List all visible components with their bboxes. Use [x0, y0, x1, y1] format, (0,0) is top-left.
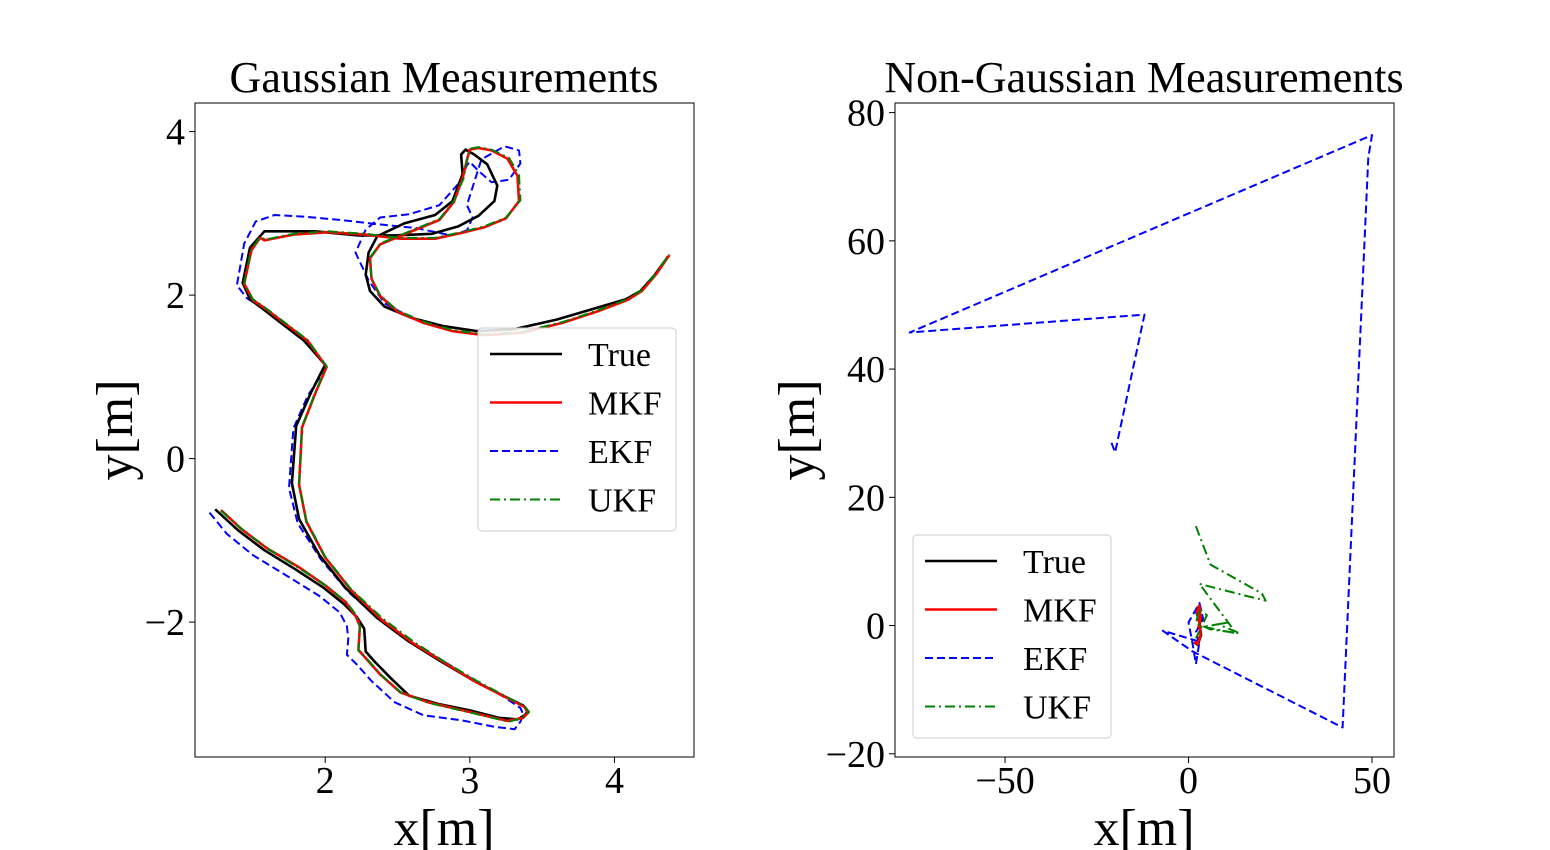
legend: True MKF EKF UKF	[912, 534, 1112, 739]
gaussian-chart: Gaussian Measurements 2 3 4 −2 0 2 4 x[m] y[m]…	[87, 53, 695, 850]
y-tick-label: 40	[847, 349, 885, 391]
legend: True MKF EKF UKF	[477, 327, 677, 532]
y-axis-label: y[m]	[769, 379, 826, 480]
plot-lines	[908, 134, 1373, 729]
plot-lines	[208, 145, 671, 731]
y-tick-label: 2	[166, 275, 185, 317]
x-tick-label: 3	[460, 760, 479, 802]
non-gaussian-chart: Non-Gaussian Measurements −50 0 50 −20 0 20 40…	[769, 53, 1404, 850]
legend-label-ukf: UKF	[1023, 690, 1091, 727]
axis-ticks: 2 3 4 −2 0 2 4	[145, 112, 624, 802]
y-tick-label: 0	[866, 606, 885, 648]
x-tick-label: −50	[975, 760, 1034, 802]
series-line-ukf	[1194, 525, 1267, 639]
y-tick-label: −2	[145, 602, 185, 644]
chart-title: Gaussian Measurements	[230, 53, 659, 102]
y-tick-label: 0	[166, 439, 185, 481]
chart-title: Non-Gaussian Measurements	[884, 53, 1403, 102]
y-tick-label: 20	[847, 477, 885, 519]
x-tick-label: 0	[1179, 760, 1198, 802]
legend-label-mkf: MKF	[588, 386, 662, 423]
legend-box	[912, 534, 1112, 739]
x-axis-label: x[m]	[393, 800, 494, 850]
y-tick-label: −20	[826, 734, 885, 776]
y-tick-label: 80	[847, 93, 885, 135]
y-tick-label: 4	[166, 112, 185, 154]
legend-label-true: True	[588, 337, 651, 374]
series-line-ekf	[208, 145, 669, 731]
legend-label-true: True	[1023, 544, 1086, 581]
plot-frame	[894, 102, 1395, 758]
y-axis-label: y[m]	[87, 379, 144, 480]
x-tick-label: 50	[1353, 760, 1391, 802]
x-tick-label: 4	[605, 760, 624, 802]
x-tick-label: 2	[316, 760, 335, 802]
legend-label-ekf: EKF	[1023, 641, 1087, 678]
x-axis-label: x[m]	[1093, 800, 1194, 850]
y-tick-label: 60	[847, 221, 885, 263]
legend-box	[477, 327, 677, 532]
legend-label-mkf: MKF	[1023, 593, 1097, 630]
plot-frame	[194, 102, 695, 758]
axis-ticks: −50 0 50 −20 0 20 40 60 80	[826, 93, 1391, 802]
legend-label-ekf: EKF	[588, 434, 652, 471]
legend-label-ukf: UKF	[588, 483, 656, 520]
